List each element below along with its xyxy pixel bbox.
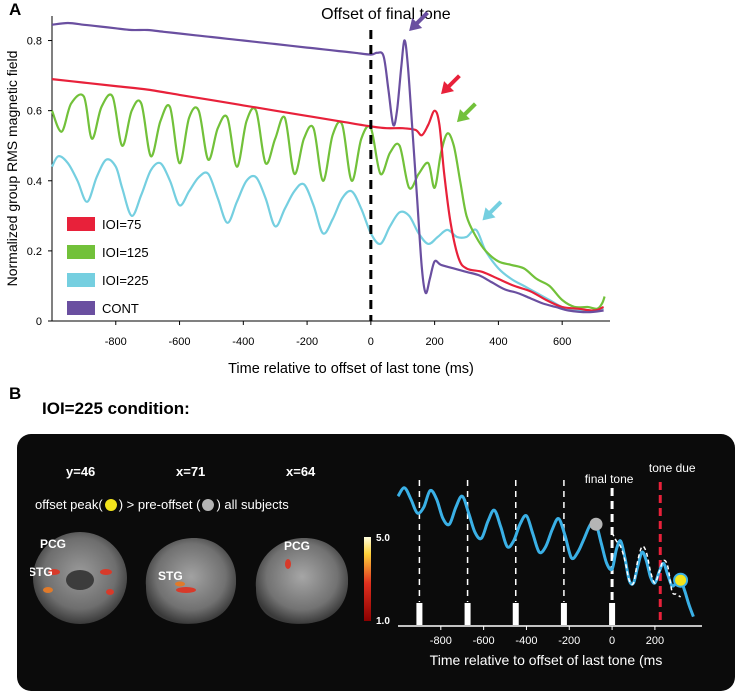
comparison-dashed-trace [611,532,682,598]
legend-label-ioi125: IOI=125 [102,245,149,260]
peak-arrow-cont [409,11,429,32]
x-tick-label: 200 [646,635,664,647]
pre-offset-marker [589,517,603,531]
trace-line [396,486,695,618]
tone-bar [416,603,423,625]
legend-label-ioi75: IOI=75 [102,217,141,232]
caption-part-1: offset peak( [35,497,103,512]
x-tick-label: -800 [105,336,127,348]
activation-blob [175,581,185,587]
x-tick-label: -400 [232,336,254,348]
panel-b-title: IOI=225 condition: [42,399,190,418]
series-line-ioi-75 [51,78,605,312]
series-line-ioi-125 [50,93,606,310]
brain-view-title-3: x=64 [286,464,316,479]
arrow-head [482,207,496,221]
arrow-head [456,109,470,123]
tone-bar [464,603,471,625]
colorbar-gradient [364,537,371,621]
tone-bar [609,603,616,625]
x-tick-label: 200 [425,336,443,348]
sagittal-brain-outline [145,538,237,624]
tone-bar [560,603,567,625]
legend-label-cont: CONT [102,301,139,316]
activation-blob [285,559,291,569]
sagittal-brain-slice-1: STG [145,538,237,624]
legend-swatch-ioi225 [67,273,95,287]
x-tick-label: -200 [296,336,318,348]
y-tick-label: 0.8 [27,36,42,48]
colorbar [364,537,371,621]
caption-part-3: ) all subjects [216,497,289,512]
arrow-shaft [461,102,477,118]
x-axis-label: Time relative to offset of last tone (ms… [228,361,474,377]
region-label-stg: STG [30,565,53,579]
brain-view-title-1: y=46 [66,464,96,479]
caption-part-2: ) > pre-offset ( [118,497,201,512]
activation-blob [100,569,112,575]
region-label-pcg: PCG [284,539,310,553]
coronal-brain-slice: PCG STG [30,532,127,624]
legend-swatch-ioi125 [67,245,95,259]
x-tick-label: 0 [609,635,615,647]
panel-a-chart: IOI=75 IOI=125 IOI=225 CONT 0 0.2 0.4 0.6 0.… [4,6,610,377]
activation-blob [48,569,60,575]
x-tick-label: -600 [473,635,495,647]
peak-arrow-ioi-225 [482,200,503,221]
offset-peak-dot-icon [104,499,117,511]
pre-offset-dot-icon [202,499,215,511]
activation-blob [106,589,114,595]
y-tick-label: 0 [36,316,42,328]
panel-b-label: B [9,384,22,403]
x-tick-label: 600 [553,336,571,348]
sagittal-brain-outline [255,538,349,624]
x-tick-label: -200 [558,635,580,647]
legend-label-ioi225: IOI=225 [102,273,149,288]
y-axis-label: Normalized group RMS magnetic field [4,51,20,287]
peak-arrow-ioi-75 [441,74,461,95]
region-label-pcg: PCG [40,537,66,551]
region-label-stg: STG [158,569,183,583]
x-tick-label: 400 [489,336,507,348]
y-tick-label: 0.6 [27,106,42,118]
contrast-caption: offset peak( ) > pre-offset ( ) all subjec… [35,497,289,512]
legend-swatch-ioi75 [67,217,95,231]
offset-annotation: Offset of final tone [321,6,451,23]
colorbar-min-label: 1.0 [376,616,390,627]
arrow-shaft [413,11,429,27]
x-tick-label: 0 [368,336,374,348]
y-tick-label: 0.4 [27,176,42,188]
y-tick-label: 0.2 [27,246,42,258]
colorbar-max-label: 5.0 [376,533,390,544]
x-tick-label: -600 [169,336,191,348]
brain-view-title-2: x=71 [176,464,206,479]
arrow-head [441,81,455,95]
arrow-shaft [487,200,503,216]
panel-a-label: A [9,0,22,19]
final-tone-label: final tone [585,472,634,486]
tone-due-label: tone due [649,461,696,475]
ventricle-shape [66,570,94,590]
offset-peak-marker [673,572,689,588]
activation-blob [43,587,53,593]
x-axis-label: Time relative to offset of last tone (ms [430,652,663,668]
x-tick-label: -400 [515,635,537,647]
tone-bar [512,603,519,625]
arrow-shaft [445,74,461,90]
legend-swatch-cont [67,301,95,315]
peak-arrow-ioi-125 [456,102,477,123]
activation-blob [176,587,196,593]
series-line-cont [51,21,604,314]
sagittal-brain-slice-2: PCG [255,538,349,624]
arrow-head [409,18,423,32]
x-tick-label: -800 [430,635,452,647]
